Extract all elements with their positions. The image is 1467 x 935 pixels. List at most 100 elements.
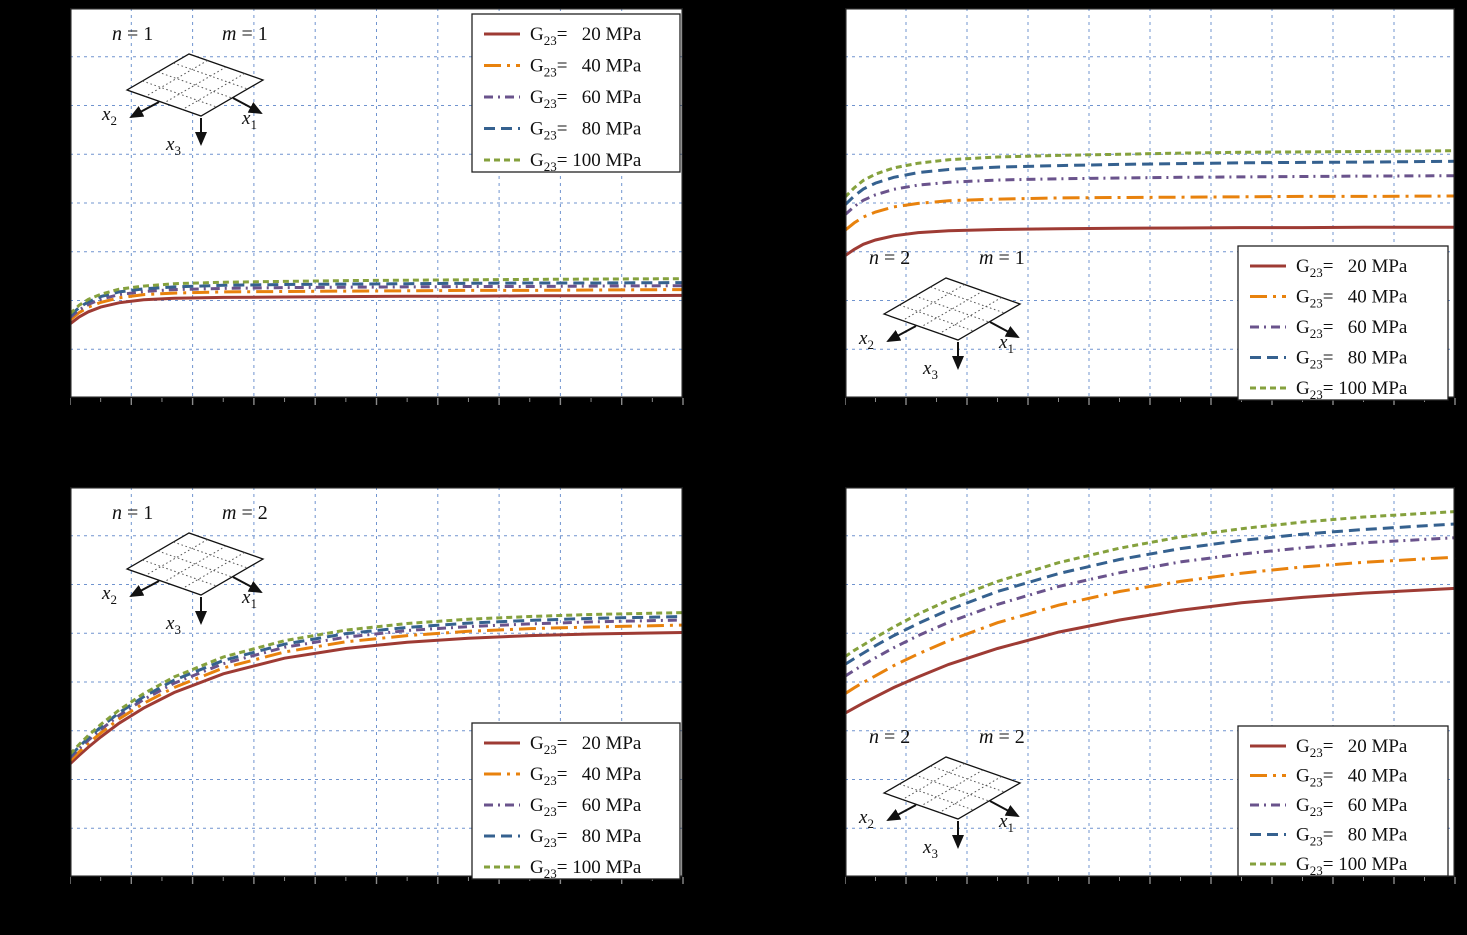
plate-mesh-line: [914, 774, 990, 802]
legend-box: [1237, 245, 1449, 401]
mode-label-n: n = 2: [869, 726, 910, 748]
plate-mesh-line: [157, 71, 233, 99]
legend-label-60: G23= 60 MPa: [1296, 795, 1408, 819]
plate-mesh-line: [914, 295, 990, 323]
chart-n2-m2: G23= 20 MPa G23= 40 MPa G23= 60 MPa G23= 80…: [844, 487, 1456, 884]
plate-mesh-line: [182, 73, 245, 110]
mode-label-n: n = 2: [869, 247, 910, 269]
plate-mesh-line: [173, 62, 248, 90]
series-line-80MPa: [69, 281, 684, 317]
plate-mesh-line: [145, 539, 208, 576]
plate-mesh-line: [899, 783, 974, 811]
x1-axis-arrow-icon: [989, 800, 1020, 817]
legend-label-40: G23= 40 MPa: [530, 56, 642, 80]
series-line-100MPa: [68, 277, 684, 315]
panel-n2-m1: G23= 20 MPa G23= 40 MPa G23= 60 MPa G23= 80…: [843, 8, 1467, 414]
x3-axis-label: x3: [922, 358, 938, 382]
panel-n1-m1: G23= 20 MPa G23= 40 MPa G23= 60 MPa G23= 80…: [68, 8, 695, 414]
plate-mesh-line: [902, 284, 965, 321]
legend-box: [471, 13, 681, 173]
plot-frame: [845, 8, 1455, 398]
legend-label-80: G23= 80 MPa: [1296, 348, 1408, 372]
x3-axis-label: x3: [165, 613, 181, 637]
legend-label-100: G23= 100 MPa: [530, 857, 642, 881]
plate-mesh-line: [939, 297, 1002, 334]
plot-frame: [70, 8, 683, 398]
series-line-60MPa: [844, 174, 1456, 216]
plate-mesh-line: [142, 80, 217, 108]
x2-axis-label: x2: [101, 583, 117, 607]
plate-mesh-line: [163, 66, 227, 104]
series-line-20MPa: [69, 293, 684, 326]
legend-label-40: G23= 40 MPa: [530, 764, 642, 788]
mode-shape-inset: n = 1 m = 1 x2 x1 x3: [101, 23, 268, 158]
x1-axis-arrow-icon: [232, 97, 263, 114]
mode-shape-inset: n = 2 m = 1 x2 x1 x3: [858, 247, 1025, 382]
x1-axis-label: x1: [998, 811, 1014, 835]
panel-n2-m2: G23= 20 MPa G23= 40 MPa G23= 60 MPa G23= 80…: [844, 487, 1467, 893]
legend-label-60: G23= 60 MPa: [1296, 317, 1408, 341]
series-line-40MPa: [844, 555, 1456, 695]
chart-n1-m1: G23= 20 MPa G23= 40 MPa G23= 60 MPa G23= 80…: [68, 8, 684, 405]
legend-label-20: G23= 20 MPa: [1296, 736, 1408, 760]
legend-label-20: G23= 20 MPa: [530, 24, 642, 48]
x2-axis-arrow-icon: [129, 101, 160, 118]
series-line-20MPa: [844, 225, 1455, 257]
plate-mesh-line: [142, 559, 217, 587]
x3-axis-label: x3: [165, 134, 181, 158]
x1-axis-arrow-icon: [989, 321, 1020, 338]
plate-mesh-line: [920, 769, 984, 807]
plate-mesh-line: [899, 304, 974, 332]
x1-axis-label: x1: [241, 587, 257, 611]
plate-mesh-line: [173, 541, 248, 569]
x1-axis-label: x1: [998, 332, 1014, 356]
x2-axis-label: x2: [858, 807, 874, 831]
x2-axis-arrow-icon: [886, 804, 917, 821]
x2-axis-label: x2: [858, 328, 874, 352]
plate-mesh-line: [163, 545, 227, 583]
legend-label-20: G23= 20 MPa: [1296, 256, 1408, 280]
x1-axis-label: x1: [241, 108, 257, 132]
legend-label-100: G23= 100 MPa: [1296, 378, 1408, 402]
legend-label-80: G23= 80 MPa: [1296, 825, 1408, 849]
series-line-100MPa: [843, 149, 1456, 199]
plate-mesh-line: [902, 763, 965, 800]
legend-label-80: G23= 80 MPa: [530, 826, 642, 850]
legend-label-60: G23= 60 MPa: [530, 87, 642, 111]
series-line-60MPa: [844, 536, 1456, 678]
mode-shape-inset: n = 1 m = 2 x2 x1 x3: [101, 502, 268, 637]
series-line-60MPa: [69, 284, 684, 319]
plate-mesh-line: [157, 550, 233, 578]
series-line-100MPa: [844, 510, 1456, 658]
x1-axis-arrow-icon: [232, 576, 263, 593]
legend-label-100: G23= 100 MPa: [1296, 854, 1408, 878]
legend-label-40: G23= 40 MPa: [1296, 287, 1408, 311]
mode-label-m: m = 2: [222, 502, 268, 524]
legend-label-100: G23= 100 MPa: [530, 150, 642, 174]
series-line-80MPa: [843, 159, 1456, 206]
mode-label-m: m = 1: [979, 247, 1025, 269]
plate-mesh-line: [920, 290, 984, 328]
legend-box: [1237, 725, 1449, 877]
plate-mesh-line: [939, 776, 1002, 813]
chart-n1-m2: G23= 20 MPa G23= 40 MPa G23= 60 MPa G23= 80…: [68, 487, 684, 884]
plate-mesh-line: [930, 765, 1005, 793]
x2-axis-label: x2: [101, 104, 117, 128]
legend-label-20: G23= 20 MPa: [530, 733, 642, 757]
mode-label-m: m = 2: [979, 726, 1025, 748]
plate-mesh-line: [182, 552, 245, 589]
plot-frame: [845, 487, 1455, 877]
mode-shape-inset: n = 2 m = 2 x2 x1 x3: [858, 726, 1025, 861]
series-line-80MPa: [844, 522, 1456, 666]
legend-box: [471, 722, 681, 880]
series-line-20MPa: [844, 586, 1456, 715]
plot-frame: [70, 487, 683, 877]
mode-label-m: m = 1: [222, 23, 268, 45]
mode-label-n: n = 1: [112, 502, 153, 524]
legend-label-40: G23= 40 MPa: [1296, 766, 1408, 790]
series-line-20MPa: [68, 631, 684, 765]
plate-mesh-line: [930, 286, 1005, 314]
x3-axis-label: x3: [922, 837, 938, 861]
series-line-100MPa: [68, 611, 684, 756]
